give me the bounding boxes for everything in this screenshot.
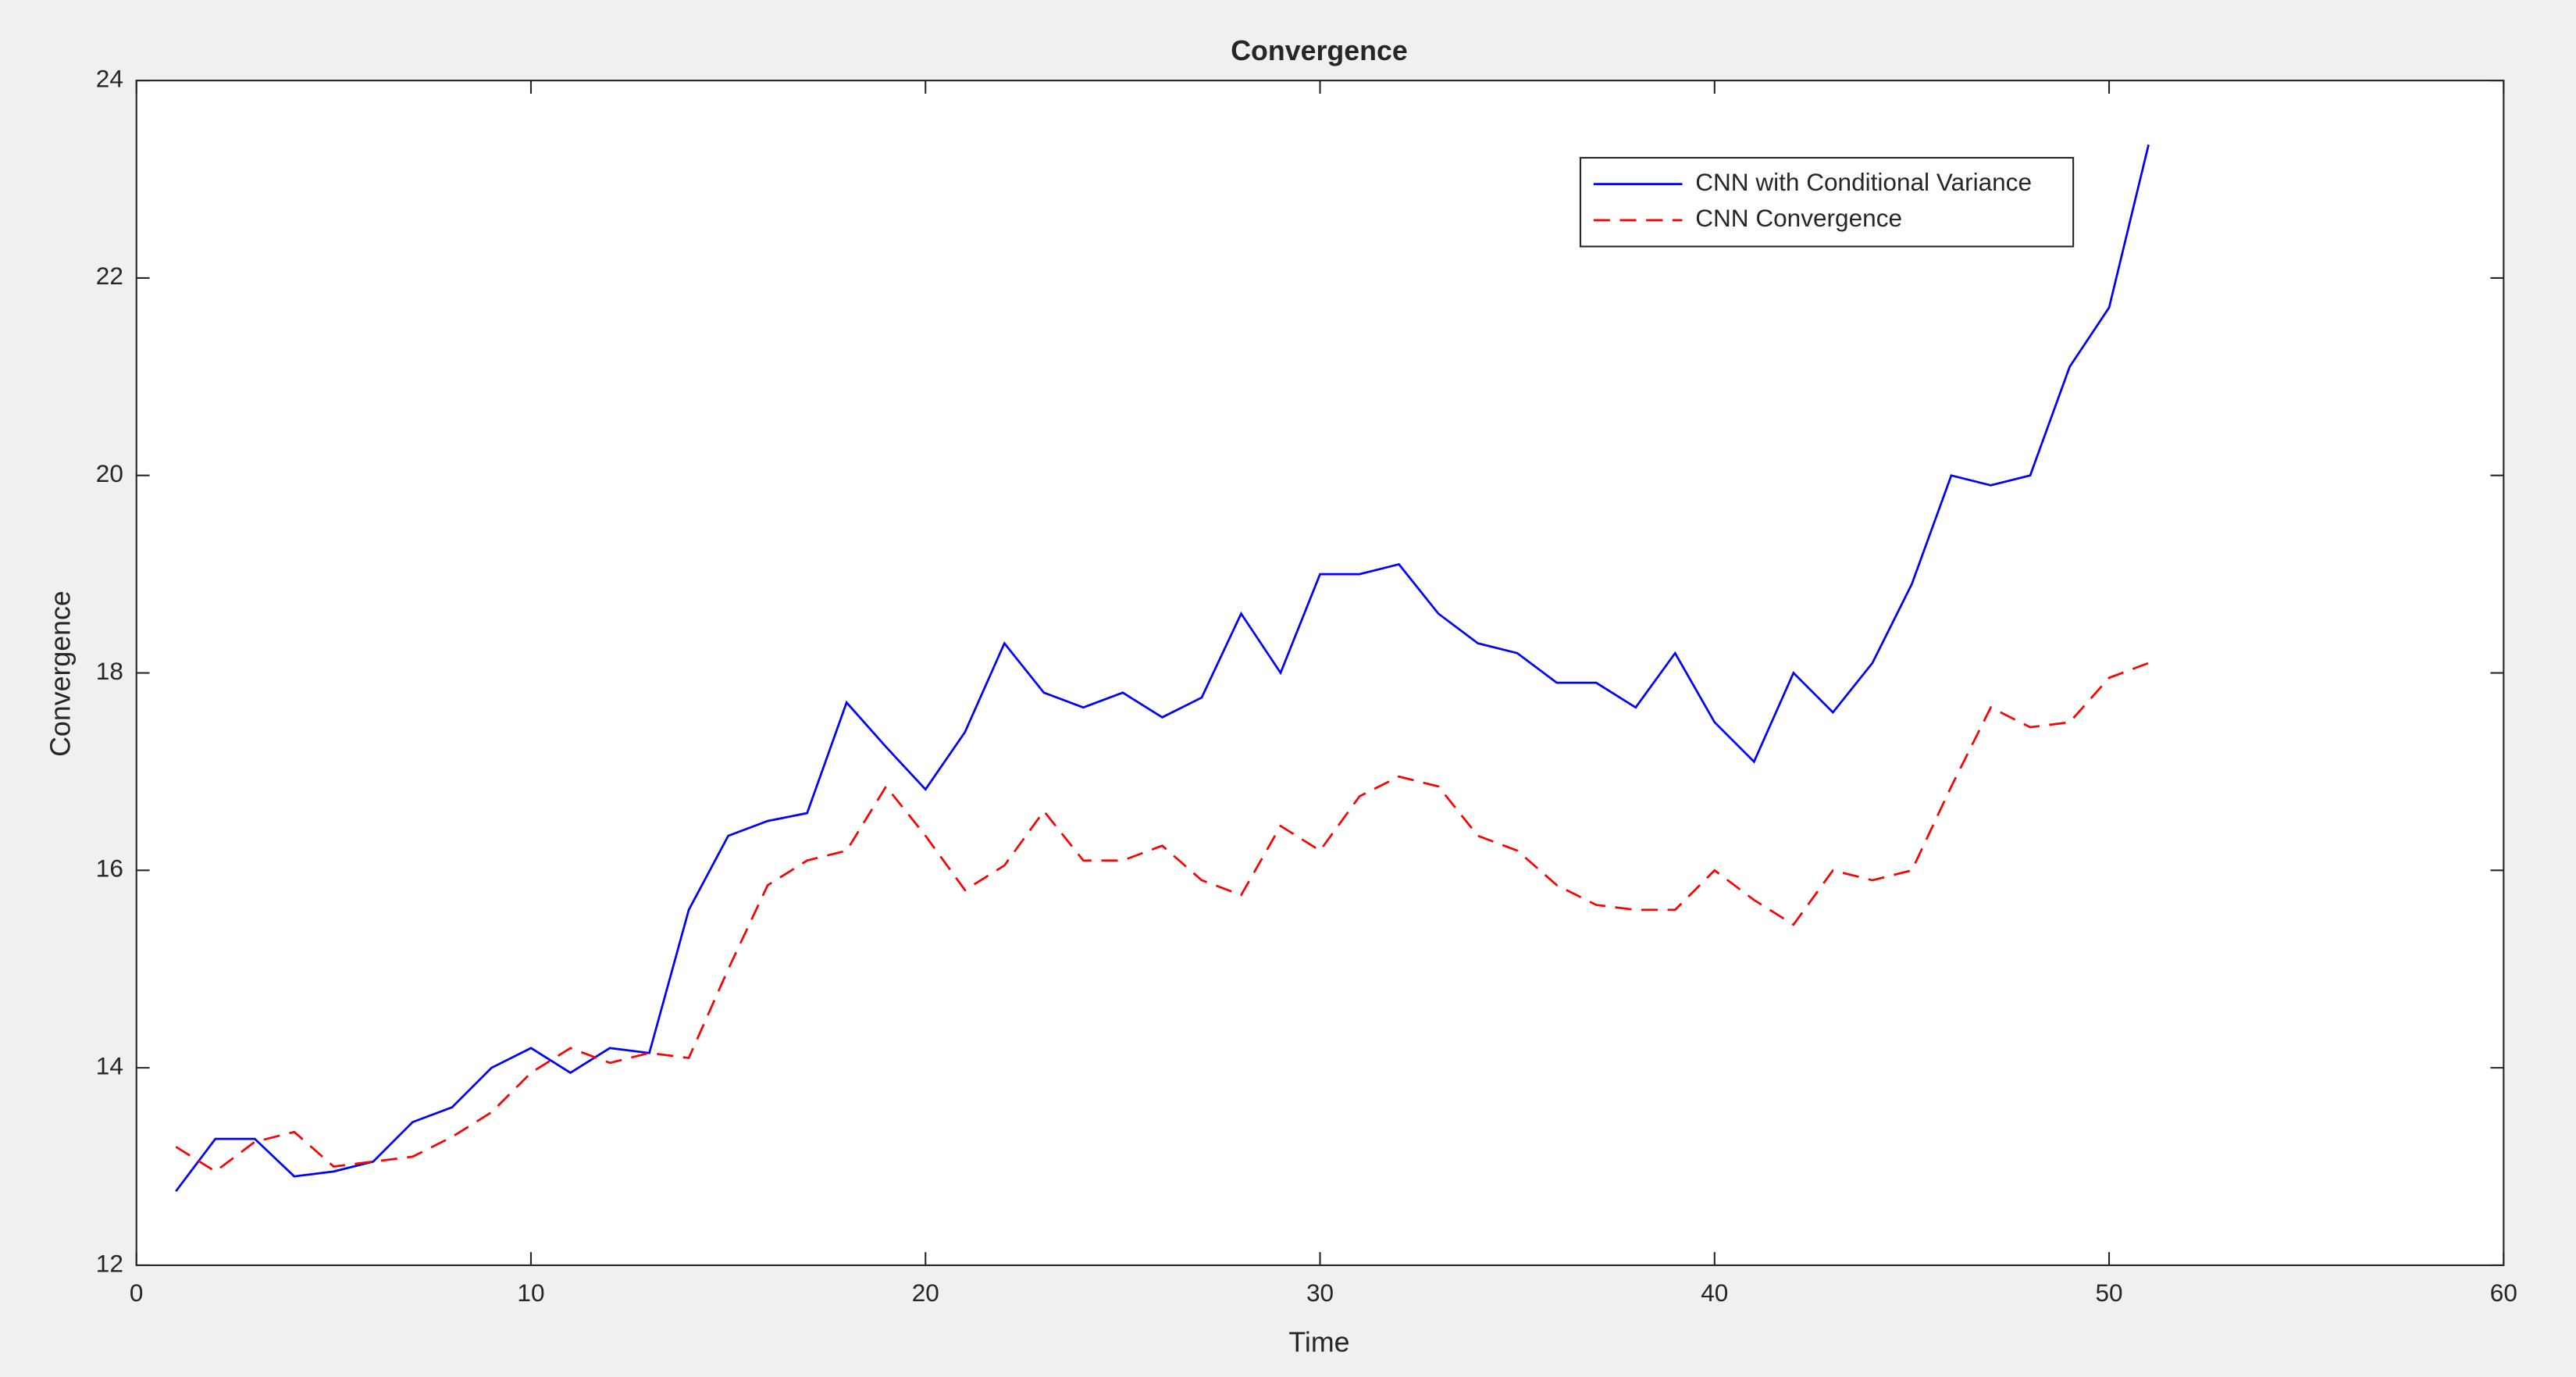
x-axis-label: Time (1288, 1326, 1349, 1357)
legend-label: CNN Convergence (1695, 204, 1902, 232)
y-tick-label: 20 (96, 459, 123, 487)
y-tick-label: 14 (96, 1051, 123, 1079)
y-tick-label: 12 (96, 1249, 123, 1277)
y-tick-label: 18 (96, 657, 123, 685)
x-tick-label: 40 (1701, 1279, 1728, 1307)
plot-background (136, 80, 2504, 1265)
x-tick-label: 60 (2490, 1279, 2517, 1307)
x-tick-label: 10 (517, 1279, 544, 1307)
y-tick-label: 24 (96, 64, 123, 92)
y-tick-label: 16 (96, 854, 123, 883)
y-tick-label: 22 (96, 262, 123, 290)
legend-label: CNN with Conditional Variance (1695, 168, 2032, 196)
x-tick-label: 0 (130, 1279, 144, 1307)
series-line (175, 662, 2150, 1173)
axes-box (135, 80, 2505, 1266)
series-line (175, 144, 2150, 1192)
x-tick-label: 20 (912, 1279, 939, 1307)
legend-box (1579, 156, 2075, 248)
x-tick-label: 30 (1306, 1279, 1334, 1307)
chart-title: Convergence (1231, 35, 1408, 66)
y-axis-label: Convergence (45, 590, 77, 757)
x-tick-label: 50 (2096, 1279, 2123, 1307)
